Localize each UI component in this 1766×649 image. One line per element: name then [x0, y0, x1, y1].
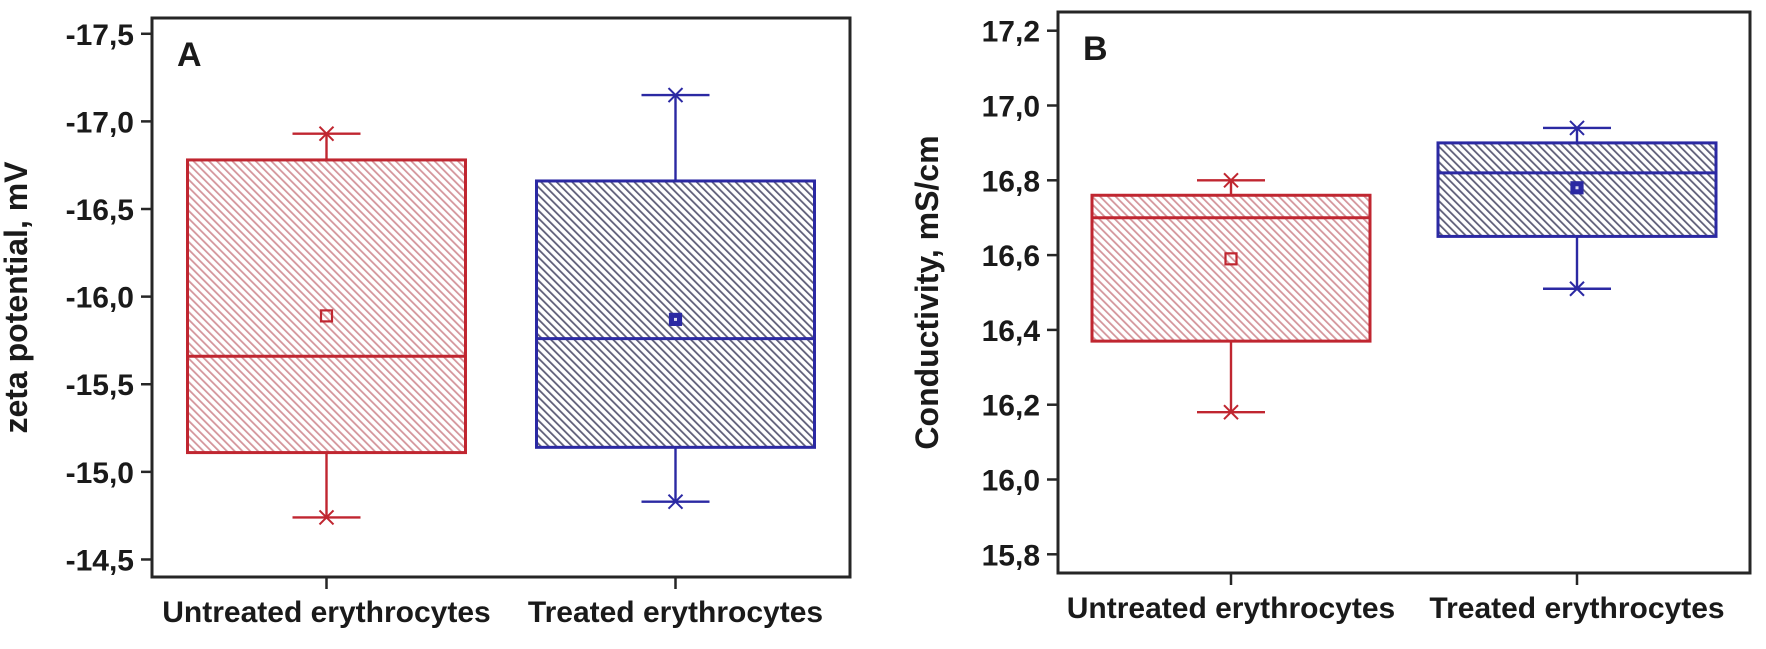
whisker-extreme-marker	[318, 125, 335, 142]
whisker-extreme-marker	[1223, 404, 1239, 420]
y-tick-label: 17,2	[982, 16, 1040, 49]
y-axis-title: zeta potential, mV	[0, 161, 34, 434]
category-label: Untreated erythrocytes	[1067, 592, 1395, 625]
y-tick-label: 16,6	[982, 240, 1040, 273]
y-tick-label: -16,0	[66, 282, 134, 315]
y-tick-label: -17,5	[66, 19, 134, 52]
y-tick-label: -15,5	[66, 369, 134, 402]
boxplot-untreated-erythrocytes	[186, 125, 467, 526]
boxplot-untreated-erythrocytes	[1090, 172, 1372, 420]
y-tick-label: -16,5	[66, 194, 134, 227]
box	[186, 158, 467, 455]
boxplot-treated-erythrocytes	[1436, 120, 1718, 297]
whisker-extreme-marker	[318, 509, 335, 526]
category-label: Treated erythrocytes	[528, 596, 823, 629]
box	[1090, 193, 1372, 343]
boxplot-treated-erythrocytes	[535, 87, 816, 510]
y-tick-label: 17,0	[982, 91, 1040, 124]
category-label: Treated erythrocytes	[1429, 592, 1724, 625]
whisker-extreme-marker	[1569, 120, 1585, 136]
whisker-extreme-marker	[667, 493, 684, 510]
y-tick-label: -14,5	[66, 544, 134, 577]
mean-marker-center	[674, 317, 677, 321]
mean-marker-center	[1575, 186, 1579, 190]
panel-b: 17,2 17,0 16,8 16,6 16,4 16,2 16,0 15,8 Conducti…	[909, 10, 1752, 625]
y-tick-label: -15,0	[66, 457, 134, 490]
y-tick-label: 16,2	[982, 390, 1040, 423]
y-tick-label: 16,4	[982, 315, 1041, 348]
y-tick-label: 16,0	[982, 465, 1040, 498]
whisker-extreme-marker	[1223, 172, 1239, 189]
mean-marker	[1224, 252, 1238, 266]
panel-letter: A	[177, 36, 202, 74]
panel-letter: B	[1083, 30, 1108, 68]
panel-a: -17,5 -17,0 -16,5 -16,0 -15,5 -15,0 -14,5 zeta …	[0, 16, 852, 629]
mean-marker	[319, 309, 334, 323]
y-tick-label: -17,0	[66, 106, 134, 139]
y-tick-label: 15,8	[982, 539, 1040, 572]
whisker-extreme-marker	[1569, 281, 1585, 297]
category-label: Untreated erythrocytes	[162, 596, 490, 629]
y-tick-label: 16,8	[982, 165, 1040, 198]
whisker-extreme-marker	[667, 87, 684, 103]
y-axis-title: Conductivity, mS/cm	[909, 135, 945, 449]
